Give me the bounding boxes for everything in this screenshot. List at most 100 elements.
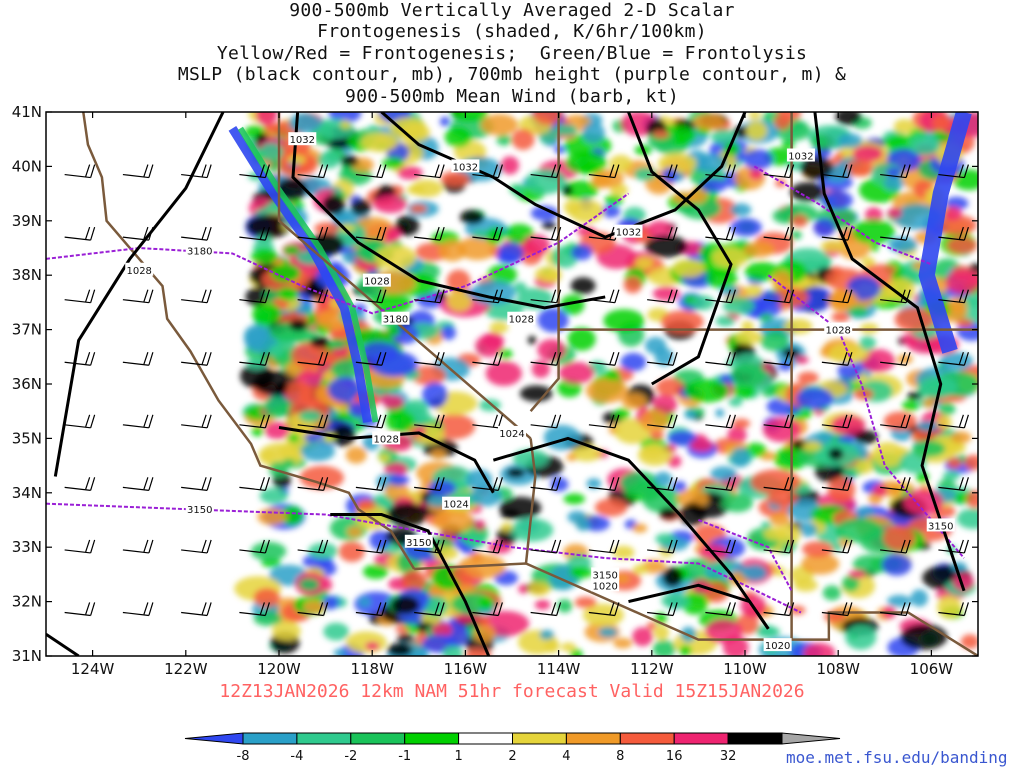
- shading-cell: [574, 596, 597, 609]
- shading-cell: [614, 408, 631, 420]
- mslp-label: 1028: [825, 326, 850, 337]
- shading-cell: [795, 355, 809, 364]
- wind-barb: [239, 414, 270, 429]
- shading-cell: [632, 564, 649, 575]
- shading-cell: [662, 567, 683, 588]
- shading-cell: [801, 553, 840, 575]
- wind-barb: [472, 289, 503, 304]
- mslp-label: 1032: [788, 152, 813, 163]
- shading-cell: [374, 244, 416, 270]
- shading-cell: [710, 129, 737, 145]
- title-block: 900-500mb Vertically Averaged 2-D Scalar…: [0, 0, 1024, 107]
- shading-cell: [646, 220, 674, 239]
- shading-cell: [612, 545, 635, 560]
- shading-cell: [852, 145, 883, 162]
- shading-cell: [558, 361, 595, 384]
- shading-cell: [859, 335, 876, 351]
- shading-cell: [531, 360, 551, 378]
- shading-cell: [613, 637, 633, 649]
- colorbar-label: -8: [237, 749, 250, 764]
- lon-tick-label: 108W: [816, 660, 860, 678]
- shading-cell: [760, 331, 790, 352]
- shading-cell: [347, 526, 363, 538]
- shading-cell: [263, 395, 290, 419]
- wind-barb: [530, 602, 562, 617]
- wind-barb: [530, 352, 562, 366]
- shading-cell: [580, 161, 599, 175]
- colorbar-label: 8: [616, 749, 624, 764]
- shading-cell: [947, 457, 962, 469]
- shading-cell: [845, 624, 877, 650]
- shading-cell: [431, 622, 453, 638]
- height-label: 3150: [592, 570, 617, 581]
- wind-barb: [821, 164, 853, 179]
- shading-cell: [450, 112, 488, 122]
- wind-barb: [181, 164, 212, 179]
- credit-link[interactable]: moe.met.fsu.edu/banding: [786, 748, 1008, 767]
- lon-tick-label: 120W: [257, 660, 301, 678]
- shading-cell: [543, 424, 581, 451]
- shading-cell: [749, 168, 764, 180]
- wind-barb: [705, 539, 736, 554]
- shading-cell: [852, 554, 888, 575]
- shading-cell: [690, 438, 714, 452]
- shading-cell: [365, 641, 380, 651]
- mslp-label: 1024: [443, 500, 468, 511]
- shading-cell: [799, 522, 818, 538]
- shading-cell: [869, 243, 879, 252]
- shading-cell: [385, 482, 410, 501]
- wind-barb: [122, 414, 154, 429]
- shading-cell: [485, 360, 522, 386]
- shading-cell: [883, 525, 916, 551]
- shading-cell: [800, 155, 833, 180]
- shading-cell: [620, 471, 660, 495]
- wind-barb: [355, 477, 387, 491]
- shading-cell: [872, 442, 905, 467]
- colorbar-swatch: [565, 732, 621, 745]
- shading-cell: [500, 522, 513, 532]
- shading-cell: [569, 566, 594, 579]
- shading-cell: [428, 480, 457, 497]
- wind-barb: [472, 226, 503, 241]
- colorbar-swatch: [404, 732, 460, 745]
- shading-cell: [672, 481, 687, 492]
- wind-barb: [297, 226, 329, 241]
- wind-barb: [414, 539, 445, 554]
- shading-cell: [340, 154, 359, 167]
- colorbar-swatch: [296, 732, 352, 745]
- height-label: 3180: [187, 247, 212, 258]
- colorbar-arrow-right: [781, 732, 841, 745]
- shading-cell: [745, 121, 768, 141]
- wind-barb: [588, 352, 620, 366]
- shading-cell: [950, 431, 972, 444]
- shading-cell: [802, 541, 834, 558]
- mslp-contour: [291, 112, 606, 310]
- shading-cell: [660, 310, 704, 333]
- shading-cell: [356, 499, 376, 512]
- shading-cell: [560, 294, 585, 315]
- wind-barb: [880, 477, 911, 491]
- shading-cell: [956, 508, 978, 529]
- shading-cell: [298, 410, 323, 423]
- shading-cell: [835, 112, 862, 126]
- shading-cell: [960, 634, 978, 650]
- wind-barb: [355, 414, 387, 429]
- wind-barb: [938, 602, 969, 617]
- shading-cell: [777, 524, 802, 544]
- shading-cell: [743, 241, 775, 258]
- shading-cell: [848, 569, 866, 579]
- lon-tick-label: 110W: [723, 660, 767, 678]
- shading-cell: [797, 371, 819, 384]
- wind-barb: [64, 289, 96, 304]
- mslp-contour: [492, 436, 770, 630]
- title-line-4: MSLP (black contour, mb), 700mb height (…: [177, 64, 847, 86]
- shading-cell: [653, 625, 670, 640]
- wind-barb: [297, 539, 329, 554]
- shading-cell: [431, 449, 446, 460]
- shading-cell: [654, 471, 672, 487]
- wind-barb: [64, 352, 96, 366]
- wind-barb: [821, 414, 853, 429]
- colorbar-label: 1: [454, 749, 462, 764]
- shading-cell: [902, 266, 920, 281]
- wind-barb: [880, 164, 911, 179]
